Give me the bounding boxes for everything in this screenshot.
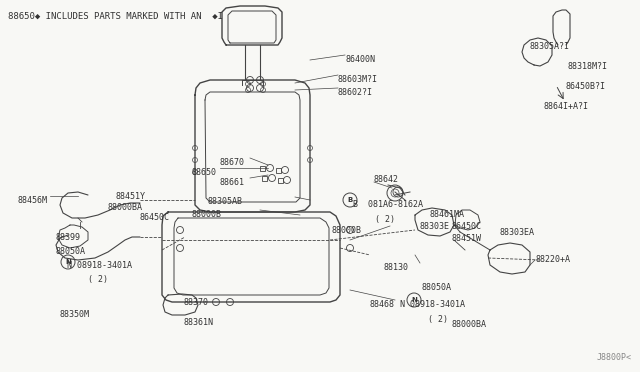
Text: 88451W: 88451W bbox=[452, 234, 482, 243]
Text: N 08918-3401A: N 08918-3401A bbox=[400, 300, 465, 309]
Text: 86450B?I: 86450B?I bbox=[565, 82, 605, 91]
Text: ( 2): ( 2) bbox=[428, 315, 448, 324]
Bar bbox=[262, 176, 266, 180]
Text: 88642: 88642 bbox=[374, 175, 399, 184]
Text: 88130: 88130 bbox=[383, 263, 408, 272]
Text: 88370: 88370 bbox=[183, 298, 208, 307]
Text: N: N bbox=[65, 259, 71, 265]
Text: 88650: 88650 bbox=[192, 168, 217, 177]
Text: 88603M?I: 88603M?I bbox=[338, 75, 378, 84]
Text: 88303EA: 88303EA bbox=[500, 228, 535, 237]
Text: 88305A?I: 88305A?I bbox=[530, 42, 570, 51]
Text: ( 2): ( 2) bbox=[375, 215, 395, 224]
Text: 88451Y: 88451Y bbox=[115, 192, 145, 201]
Text: 88350M: 88350M bbox=[60, 310, 90, 319]
Text: 88602?I: 88602?I bbox=[338, 88, 373, 97]
Text: 88220+A: 88220+A bbox=[535, 255, 570, 264]
Text: 88361N: 88361N bbox=[183, 318, 213, 327]
Text: 88000BA: 88000BA bbox=[452, 320, 487, 329]
Text: 8864I+A?I: 8864I+A?I bbox=[543, 102, 588, 111]
Text: 88399: 88399 bbox=[55, 233, 80, 242]
Text: 88461MA: 88461MA bbox=[430, 210, 465, 219]
Text: N: N bbox=[411, 297, 417, 303]
Text: ( 2): ( 2) bbox=[88, 275, 108, 284]
Text: N 08918-3401A: N 08918-3401A bbox=[67, 261, 132, 270]
Text: 88050A: 88050A bbox=[55, 247, 85, 256]
Text: 88468: 88468 bbox=[370, 300, 395, 309]
Text: 88650◆ INCLUDES PARTS MARKED WITH AN  ◆I: 88650◆ INCLUDES PARTS MARKED WITH AN ◆I bbox=[8, 12, 223, 21]
Text: 88000BA: 88000BA bbox=[108, 203, 143, 212]
Text: 88661: 88661 bbox=[220, 178, 245, 187]
Bar bbox=[278, 177, 282, 183]
Bar bbox=[259, 166, 264, 170]
Text: 88318M?I: 88318M?I bbox=[568, 62, 608, 71]
Text: B  081A6-8162A: B 081A6-8162A bbox=[353, 200, 423, 209]
Text: 88456M: 88456M bbox=[18, 196, 48, 205]
Text: 86400N: 86400N bbox=[345, 55, 375, 64]
Text: 88303E: 88303E bbox=[420, 222, 450, 231]
Text: 86450C: 86450C bbox=[140, 213, 170, 222]
Text: B: B bbox=[348, 197, 353, 203]
Text: 88305AB: 88305AB bbox=[208, 197, 243, 206]
Text: J8800P<: J8800P< bbox=[597, 353, 632, 362]
Text: 86450C: 86450C bbox=[452, 222, 482, 231]
Bar bbox=[275, 167, 280, 173]
Text: 88000B: 88000B bbox=[332, 226, 362, 235]
Text: 88050A: 88050A bbox=[422, 283, 452, 292]
Text: 88000B: 88000B bbox=[192, 210, 222, 219]
Text: 88670: 88670 bbox=[220, 158, 245, 167]
